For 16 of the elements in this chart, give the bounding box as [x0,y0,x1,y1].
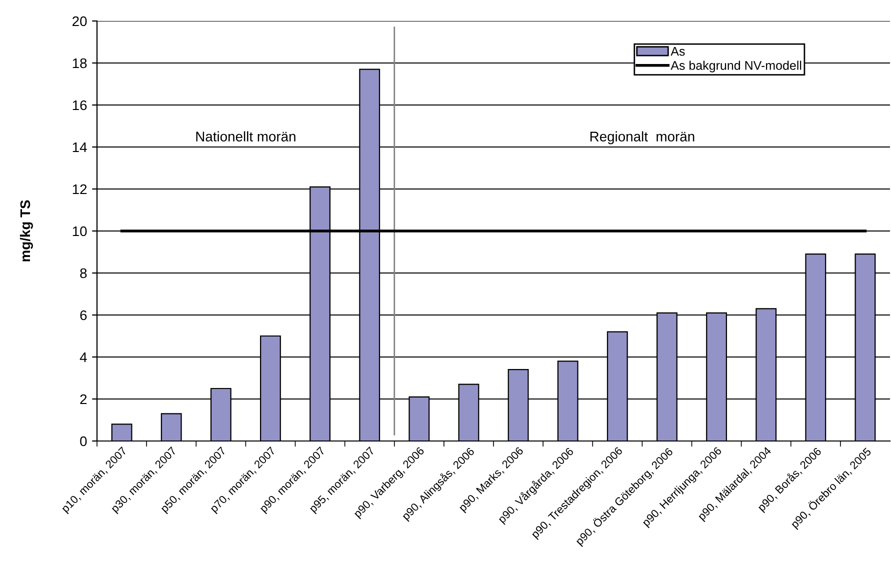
y-tick-label: 6 [80,310,87,320]
y-tick-label: 0 [80,436,87,446]
y-tick-label: 14 [72,142,87,152]
y-tick-label: 4 [80,352,87,362]
y-axis-title: mg/kg TS [20,200,33,262]
y-tick-label: 8 [80,268,87,278]
y-tick-label: 16 [72,100,87,110]
legend-label: As bakgrund NV-modell [670,60,802,72]
legend-label: As [670,47,685,56]
annotation: Regionalt morän [590,131,694,144]
y-tick-label: 20 [72,16,87,26]
y-tick-label: 10 [72,226,87,236]
y-tick-label: 12 [72,184,87,194]
y-tick-label: 18 [72,58,87,68]
y-tick-label: 2 [80,394,87,404]
annotation: Nationellt morän [196,131,296,142]
